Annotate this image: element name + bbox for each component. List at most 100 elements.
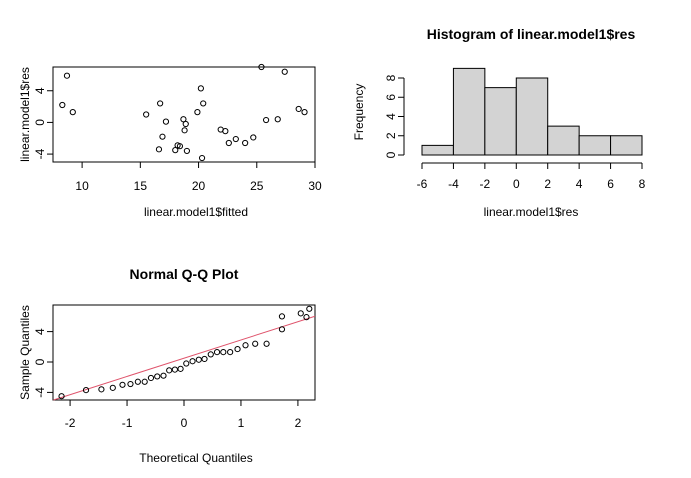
data-point <box>154 373 161 380</box>
data-point <box>234 345 241 353</box>
panel-2: Histogram of linear.model1$res -6 -4 -2 0 2 4 6… <box>352 26 646 219</box>
histogram-bar <box>452 67 486 156</box>
data-point <box>222 128 229 135</box>
x-tick-label: 4 <box>576 177 583 191</box>
data-point <box>200 100 207 107</box>
data-point <box>166 367 173 374</box>
y-tick-label: 4 <box>384 113 398 120</box>
data-point <box>297 310 304 317</box>
x-tick-label: 2 <box>544 177 551 191</box>
data-point <box>172 147 179 154</box>
data-point <box>232 135 239 143</box>
y-tick-label: 8 <box>384 74 398 81</box>
y-tick-label: 0 <box>33 119 47 126</box>
histogram-bar <box>578 135 612 156</box>
data-point <box>258 63 265 71</box>
data-point <box>181 127 188 134</box>
y-tick-label: -4 <box>33 148 47 159</box>
data-point <box>281 68 288 75</box>
data-point <box>263 340 270 347</box>
y-tick-label: 0 <box>33 358 47 365</box>
y-axis-label: Frequency <box>352 84 366 141</box>
data-point <box>160 372 167 379</box>
data-point <box>242 139 249 147</box>
data-point <box>63 72 71 79</box>
data-point <box>171 366 178 373</box>
plot-frame <box>52 66 316 163</box>
histogram-bar <box>610 135 643 156</box>
data-point <box>134 378 141 385</box>
data-point <box>252 340 259 347</box>
data-point <box>147 374 155 382</box>
data-point <box>69 109 76 116</box>
data-point <box>227 349 234 356</box>
data-point <box>278 313 286 320</box>
data-point <box>109 384 116 391</box>
data-point <box>194 109 201 116</box>
y-tick-label: 4 <box>33 328 47 335</box>
data-point <box>250 134 257 141</box>
chart-title: Histogram of linear.model1$res <box>427 26 636 42</box>
panel-3: Normal Q-Q Plot -2 -1 0 1 2 -4 0 4 Theoretical Qu… <box>18 266 316 465</box>
x-tick-label: 2 <box>295 416 302 430</box>
x-tick-label: 0 <box>513 177 520 191</box>
y-tick-label: -4 <box>33 387 47 398</box>
x-tick-label: 20 <box>192 179 206 193</box>
data-point <box>301 109 308 116</box>
data-point <box>197 85 204 92</box>
y-tick-label: 0 <box>384 151 398 158</box>
data-point <box>306 305 313 312</box>
data-point <box>183 147 191 155</box>
x-tick-label: 10 <box>75 179 89 193</box>
histogram-bar <box>484 87 517 156</box>
data-point <box>198 154 206 162</box>
data-point <box>189 358 196 365</box>
x-tick-label: -2 <box>65 416 76 430</box>
data-point <box>141 378 148 385</box>
data-point <box>242 342 249 349</box>
data-point <box>177 365 184 372</box>
data-point <box>162 118 170 125</box>
data-point <box>127 380 134 388</box>
qq-reference-line <box>53 315 316 401</box>
data-point <box>220 349 227 356</box>
chart-title: Normal Q-Q Plot <box>130 266 239 282</box>
y-axis-label: linear.model1$res <box>18 67 32 162</box>
data-point <box>303 314 310 321</box>
y-tick-label: 4 <box>33 87 47 94</box>
data-point <box>182 120 189 128</box>
data-point <box>59 101 66 109</box>
x-tick-label: -6 <box>417 177 428 191</box>
data-point <box>98 386 105 393</box>
data-point <box>195 356 202 363</box>
data-point <box>225 139 232 147</box>
data-point <box>207 351 214 358</box>
x-axis-label: Theoretical Quantiles <box>139 451 252 465</box>
data-point <box>159 133 166 140</box>
data-point <box>58 393 65 400</box>
y-tick-label: 6 <box>384 94 398 101</box>
x-tick-label: 8 <box>639 177 646 191</box>
histogram-bar <box>421 144 454 156</box>
x-tick-label: 1 <box>238 416 245 430</box>
x-tick-label: -4 <box>448 177 459 191</box>
data-point <box>278 326 286 333</box>
x-tick-label: -1 <box>122 416 133 430</box>
data-point <box>213 349 221 356</box>
panel-1: 10 15 20 25 30 -4 0 4 linear.model1$fitted linear… <box>18 63 322 219</box>
data-point <box>157 100 164 107</box>
data-point <box>183 360 190 367</box>
data-point <box>201 355 208 363</box>
x-tick-label: 30 <box>308 179 322 193</box>
data-point <box>274 116 281 123</box>
x-tick-label: 25 <box>250 179 264 193</box>
data-point <box>176 143 184 150</box>
x-tick-label: 15 <box>134 179 148 193</box>
data-point <box>143 111 150 118</box>
data-point <box>180 116 187 123</box>
histogram-bar <box>515 77 549 156</box>
x-tick-label: 6 <box>607 177 614 191</box>
data-point <box>82 387 90 394</box>
x-axis-label: linear.model1$res <box>484 205 579 219</box>
